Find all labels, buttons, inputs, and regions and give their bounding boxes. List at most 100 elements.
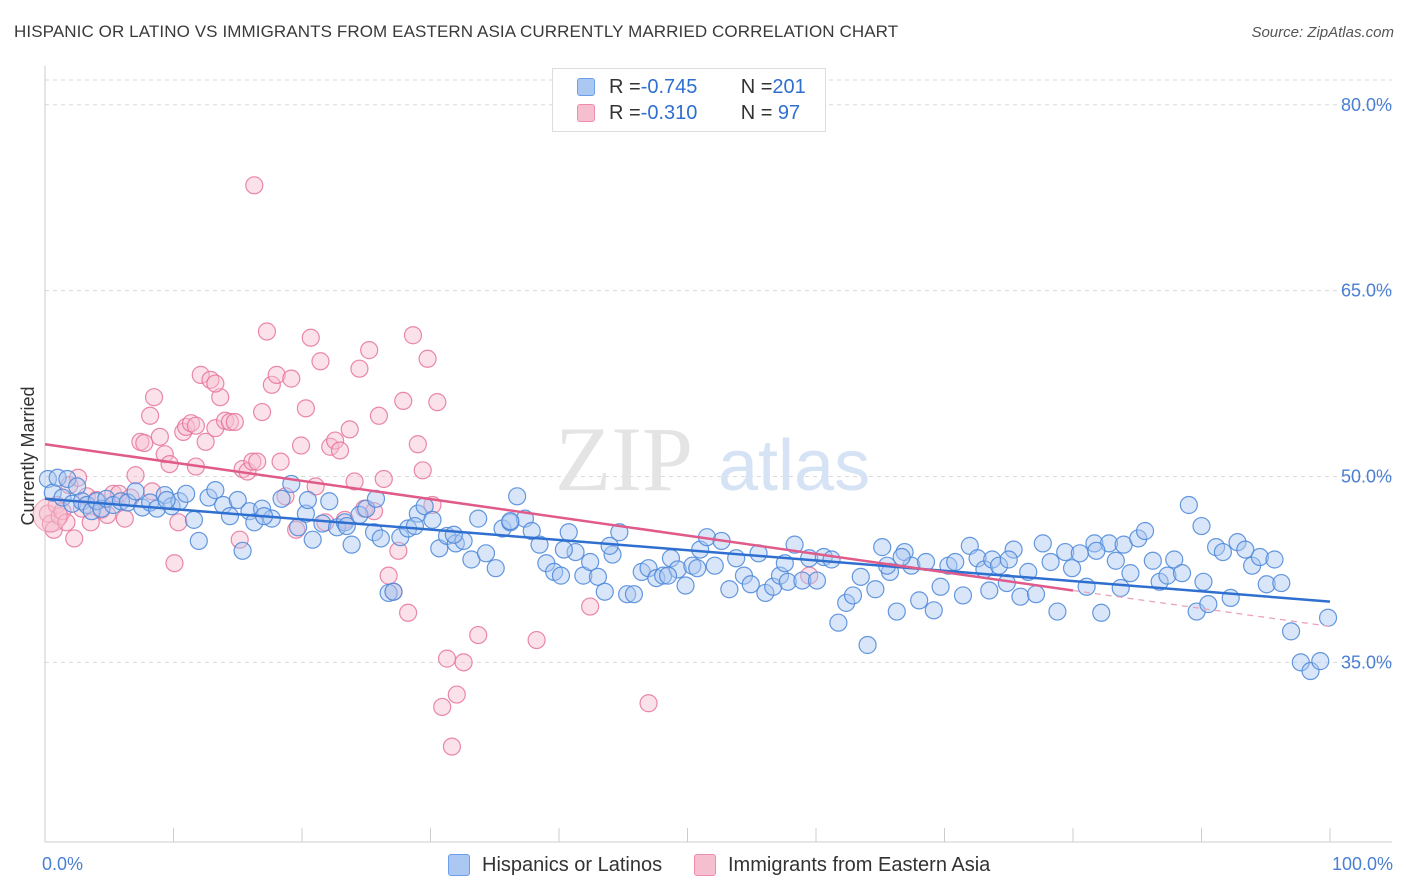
blue-point	[1301, 661, 1320, 681]
blue-point	[1172, 564, 1192, 583]
blue-point	[423, 510, 442, 529]
pink-point	[447, 685, 466, 704]
blue-point	[793, 571, 812, 590]
blue-point	[1165, 550, 1184, 569]
blue-point	[296, 504, 315, 523]
blue-point	[1281, 622, 1301, 641]
blue-point	[1026, 585, 1046, 604]
blue-point	[189, 531, 208, 551]
pink-point	[403, 326, 423, 345]
blue-point	[858, 635, 877, 655]
pink-point	[206, 374, 225, 393]
pink-point	[65, 529, 84, 548]
legend-r-label: R =	[609, 75, 641, 98]
pink-series-points	[32, 176, 819, 756]
blue-point	[866, 580, 885, 599]
blue-point	[1236, 540, 1255, 559]
pink-point	[291, 436, 311, 455]
pink-point	[581, 597, 600, 616]
blue-point	[1194, 572, 1213, 591]
blue-point	[1272, 573, 1291, 593]
pink-point	[257, 322, 277, 341]
blue-point	[364, 523, 384, 542]
blue-point	[530, 535, 549, 554]
y-tick-label: 35.0%	[1341, 652, 1392, 672]
pink-point	[245, 176, 264, 195]
pink-point	[413, 461, 432, 480]
blue-point	[785, 535, 804, 554]
legend-label-hispanics: Hispanics or Latinos	[482, 853, 663, 876]
blue-point	[1311, 652, 1330, 671]
blue-point	[1257, 575, 1276, 594]
legend-r-label: R =	[609, 101, 641, 124]
blue-point	[566, 542, 585, 562]
pink-point	[186, 416, 205, 435]
pink-point	[225, 412, 244, 432]
blue-point	[705, 556, 724, 575]
blue-point	[1265, 550, 1284, 569]
blue-point	[58, 469, 77, 489]
blue-point	[741, 575, 760, 594]
blue-point	[1179, 495, 1198, 515]
blue-point	[581, 552, 600, 572]
blue-point	[968, 549, 987, 568]
blue-point	[384, 582, 403, 601]
pink-point	[418, 349, 437, 368]
legend-n-value: 201	[772, 75, 806, 98]
blue-point	[272, 489, 291, 508]
blue-point	[559, 523, 578, 542]
blue-point	[668, 560, 687, 579]
correlation-legend: R = -0.745 N = 201 R = -0.310 N = 97	[552, 68, 826, 132]
blue-point	[1121, 564, 1140, 583]
blue-point	[1062, 559, 1082, 578]
tick-labels: 35.0% 50.0% 65.0% 80.0% 0.0% 100.0%	[42, 95, 1393, 874]
pink-point	[220, 412, 240, 432]
pink-point	[211, 388, 230, 407]
blue-point	[184, 510, 204, 529]
blue-point	[157, 490, 176, 510]
blue-point	[342, 535, 361, 554]
blue-point	[199, 488, 218, 507]
pink-point	[454, 653, 473, 672]
legend-item-eastern-asia[interactable]: Immigrants from Eastern Asia	[694, 852, 990, 878]
pink-trend-line	[44, 443, 1074, 592]
pink-point	[399, 603, 418, 622]
blue-point	[1048, 602, 1067, 621]
pink-point	[144, 388, 164, 407]
pink-point	[248, 452, 267, 471]
blue-point	[1070, 544, 1089, 563]
blue-point	[554, 540, 573, 559]
blue-point	[1004, 540, 1023, 559]
legend-swatch-blue	[448, 854, 470, 876]
blue-point	[1087, 541, 1106, 560]
pink-point	[428, 393, 447, 412]
pink-point	[408, 435, 427, 454]
blue-point	[887, 602, 906, 621]
blue-point	[313, 514, 332, 533]
blue-point	[764, 577, 783, 596]
pink-point	[442, 737, 462, 756]
pink-point	[267, 365, 286, 384]
blue-point	[486, 559, 505, 578]
blue-point	[624, 585, 644, 604]
pink-point	[469, 625, 488, 645]
blue-trend-line	[44, 497, 1331, 603]
blue-point	[953, 586, 973, 605]
pink-point	[252, 402, 272, 422]
pink-point	[141, 406, 160, 425]
pink-point	[287, 520, 306, 539]
blue-point	[501, 511, 520, 531]
blue-point	[688, 559, 707, 578]
blue-point	[405, 516, 425, 536]
blue-point	[1085, 534, 1104, 553]
blue-point	[807, 571, 827, 590]
pink-point	[340, 420, 359, 439]
blue-point	[676, 576, 695, 595]
x-tick-label-max: 100.0%	[1332, 854, 1393, 874]
blue-point	[53, 488, 72, 507]
blue-point	[980, 581, 999, 600]
blue-point	[1318, 608, 1338, 627]
legend-item-hispanics[interactable]: Hispanics or Latinos	[448, 852, 662, 878]
pink-point	[345, 472, 364, 491]
